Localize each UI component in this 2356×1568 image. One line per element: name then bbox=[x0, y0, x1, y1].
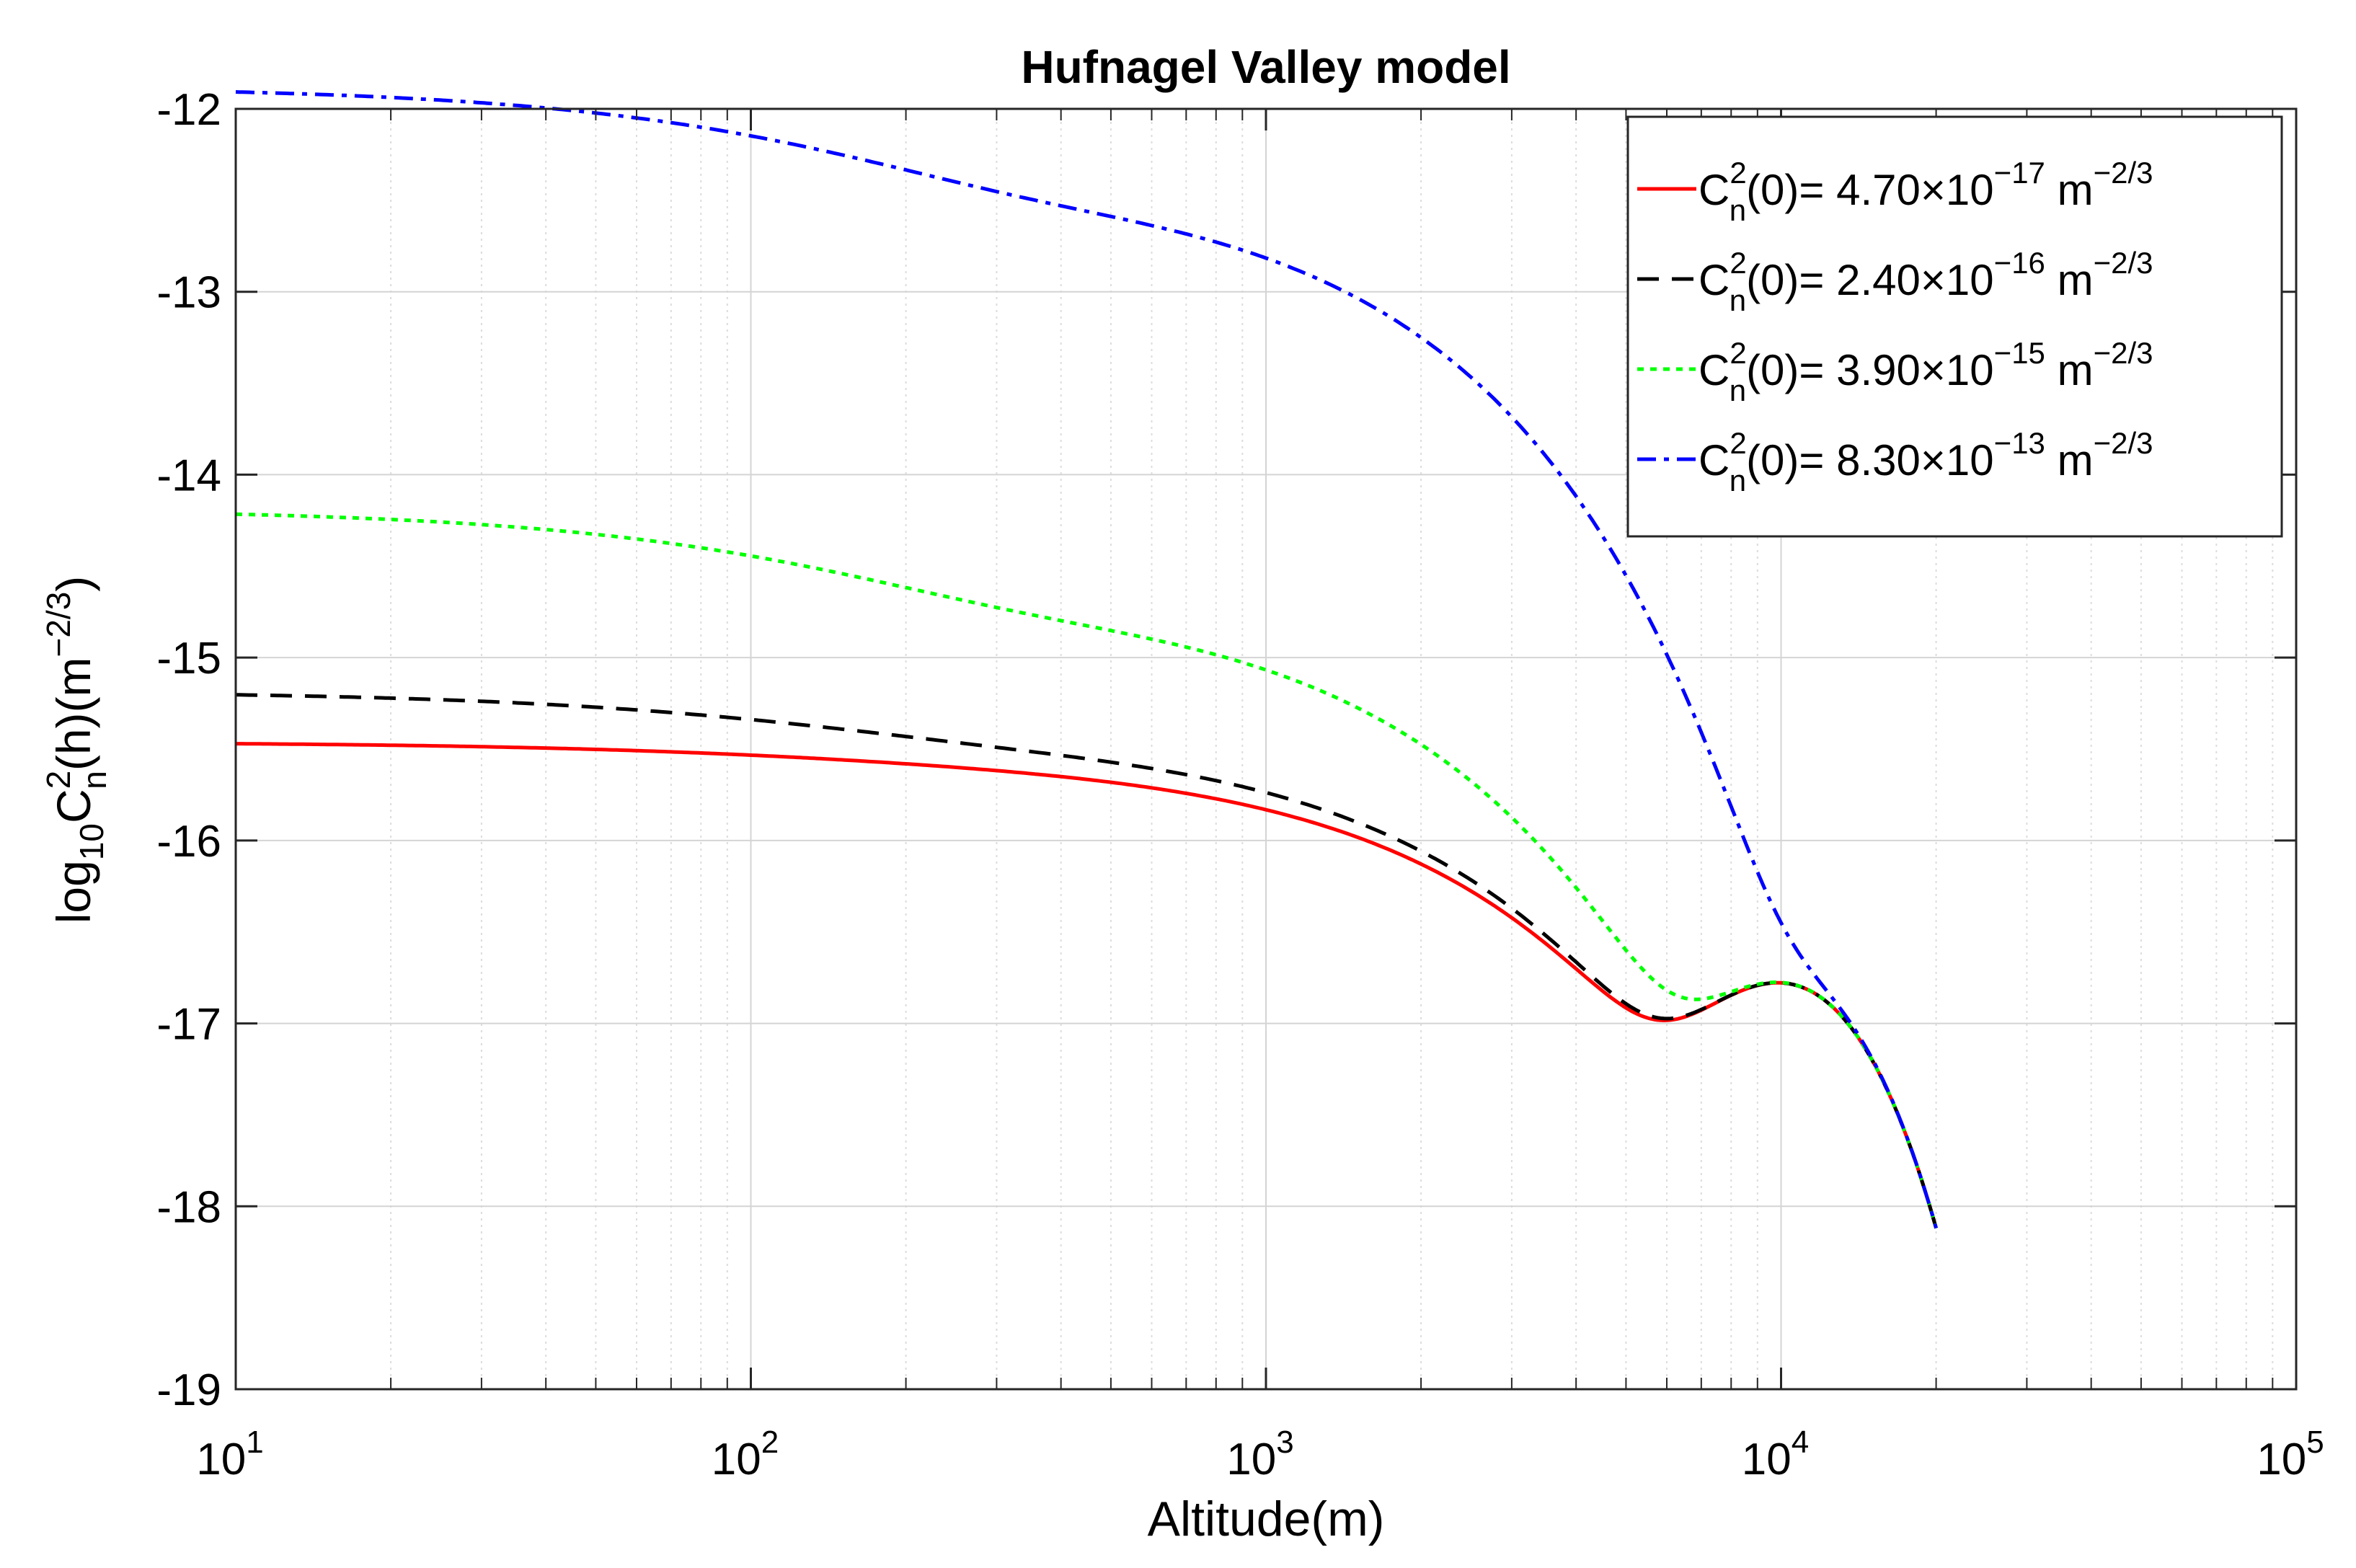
legend-c-sub: n bbox=[1730, 283, 1746, 317]
y-label-c: C bbox=[47, 789, 100, 823]
y-tick-label: -15 bbox=[156, 634, 221, 683]
legend-c-sub: n bbox=[1730, 373, 1746, 407]
legend-unit: m bbox=[2045, 346, 2094, 394]
y-tick-label: -14 bbox=[156, 451, 221, 500]
legend-c-sup: 2 bbox=[1730, 336, 1746, 370]
legend-c-sup: 2 bbox=[1730, 246, 1746, 280]
legend-times: ×10 bbox=[1921, 256, 1994, 304]
y-tick-label: -19 bbox=[156, 1365, 221, 1415]
series-line-3 bbox=[235, 512, 1939, 1229]
legend-times: ×10 bbox=[1921, 166, 1994, 214]
legend-value: (0)= 3.90 bbox=[1746, 346, 1921, 394]
y-label-log: log bbox=[47, 860, 100, 923]
y-tick-label: -16 bbox=[156, 817, 221, 867]
legend-unit-sup: −2/3 bbox=[2094, 156, 2153, 190]
legend-unit: m bbox=[2045, 166, 2094, 214]
legend-c: C bbox=[1699, 346, 1730, 394]
legend-unit: m bbox=[2045, 436, 2094, 484]
legend-c: C bbox=[1699, 256, 1730, 304]
legend-exponent: −15 bbox=[1994, 336, 2045, 370]
y-tick-label: -13 bbox=[156, 268, 221, 318]
x-tick-label: 101 bbox=[196, 1425, 263, 1484]
legend: C2 n(0)= 4.70×10−17 m−2/3C2 n(0)= 2.40×10−… bbox=[1626, 115, 2283, 538]
legend-c-sup: 2 bbox=[1730, 426, 1746, 460]
legend-c-sub: n bbox=[1730, 464, 1746, 497]
legend-unit-sup: −2/3 bbox=[2094, 246, 2153, 280]
y-tick-label: -12 bbox=[156, 85, 221, 135]
x-tick-exponent: 4 bbox=[1792, 1425, 1809, 1460]
x-tick-exponent: 3 bbox=[1276, 1425, 1293, 1460]
x-tick-label: 104 bbox=[1742, 1425, 1809, 1484]
legend-unit-sup: −2/3 bbox=[2094, 336, 2153, 370]
legend-times: ×10 bbox=[1921, 436, 1994, 484]
chart-title: Hufnagel Valley model bbox=[1021, 41, 1510, 93]
x-tick-base: 10 bbox=[2257, 1435, 2306, 1484]
legend-entry-2: C2 n(0)= 2.40×10−16 m−2/3 bbox=[1699, 246, 2153, 317]
y-label-mid: (h)(m bbox=[47, 657, 100, 771]
legend-entry-3: C2 n(0)= 3.90×10−15 m−2/3 bbox=[1699, 336, 2153, 407]
y-label-unit-sup: −2/3 bbox=[40, 592, 77, 657]
series-line-1 bbox=[236, 742, 1939, 1229]
x-tick-labels: 101 102 103 104 105 bbox=[196, 1425, 2324, 1484]
legend-c-sup: 2 bbox=[1730, 156, 1746, 190]
x-tick-base: 10 bbox=[1226, 1435, 1276, 1484]
legend-c-sub: n bbox=[1730, 193, 1746, 227]
legend-exponent: −17 bbox=[1994, 156, 2045, 190]
x-tick-base: 10 bbox=[196, 1435, 246, 1484]
x-tick-label: 105 bbox=[2257, 1425, 2324, 1484]
x-tick-exponent: 2 bbox=[761, 1425, 779, 1460]
y-label-log-sub: 10 bbox=[73, 823, 110, 860]
y-label-close: ) bbox=[47, 576, 100, 592]
series-line-4 bbox=[235, 90, 1939, 1229]
legend-exponent: −13 bbox=[1994, 426, 2045, 460]
y-tick-labels: -19 -18 -17 -16 -15 -14 -13 -12 bbox=[156, 85, 221, 1415]
legend-entry-1: C2 n(0)= 4.70×10−17 m−2/3 bbox=[1699, 156, 2153, 227]
legend-box bbox=[1626, 115, 2283, 538]
y-axis-label: log10C2n(h)(m−2/3) bbox=[40, 576, 113, 924]
legend-value: (0)= 8.30 bbox=[1746, 436, 1921, 484]
x-tick-label: 103 bbox=[1226, 1425, 1293, 1484]
y-tick-label: -18 bbox=[156, 1182, 221, 1232]
x-tick-base: 10 bbox=[1742, 1435, 1792, 1484]
y-label-c-sup: 2 bbox=[40, 771, 77, 789]
legend-entry-4: C2 n(0)= 8.30×10−13 m−2/3 bbox=[1699, 426, 2153, 497]
x-tick-exponent: 1 bbox=[246, 1425, 263, 1460]
y-label-c-sub: n bbox=[76, 771, 113, 789]
legend-unit: m bbox=[2045, 256, 2094, 304]
x-axis-label: Altitude(m) bbox=[1148, 1492, 1385, 1546]
plot-lines bbox=[235, 90, 1939, 1229]
legend-times: ×10 bbox=[1921, 346, 1994, 394]
legend-value: (0)= 4.70 bbox=[1746, 166, 1921, 214]
legend-c: C bbox=[1699, 166, 1730, 214]
legend-unit-sup: −2/3 bbox=[2094, 426, 2153, 460]
series-line-2 bbox=[236, 693, 1939, 1229]
legend-exponent: −16 bbox=[1994, 246, 2045, 280]
x-tick-base: 10 bbox=[712, 1435, 761, 1484]
x-tick-exponent: 5 bbox=[2306, 1425, 2324, 1460]
legend-c: C bbox=[1699, 436, 1730, 484]
legend-value: (0)= 2.40 bbox=[1746, 256, 1921, 304]
y-tick-label: -17 bbox=[156, 1000, 221, 1050]
x-tick-label: 102 bbox=[712, 1425, 779, 1484]
